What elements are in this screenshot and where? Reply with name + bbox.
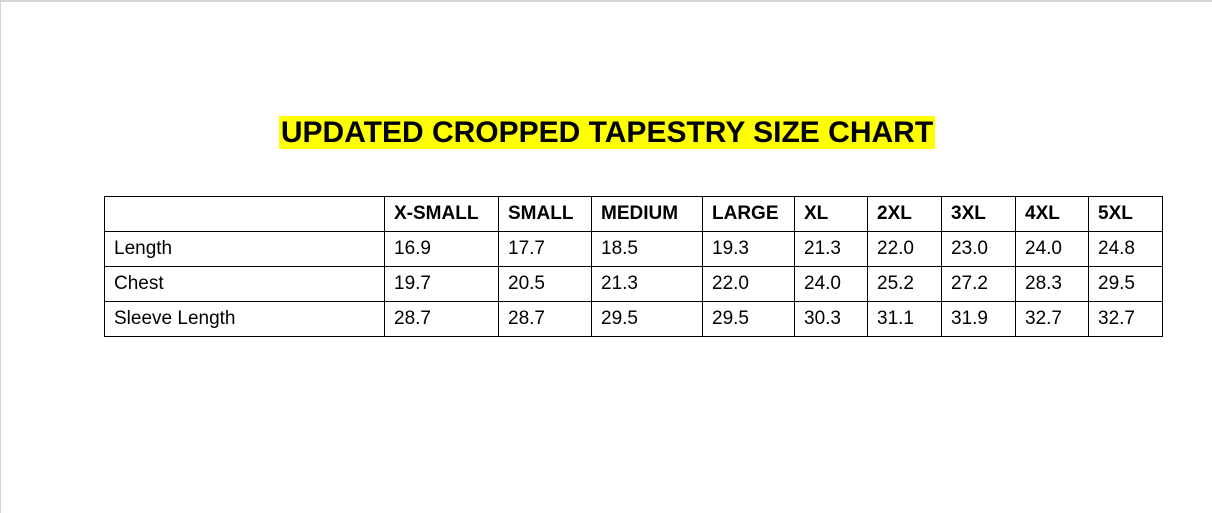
cell-value: 20.5 xyxy=(498,266,592,302)
size-table: X-SMALL SMALL MEDIUM LARGE XL 2XL 3XL 4XL 5XL Len… xyxy=(104,196,1163,337)
cell-value: 23.0 xyxy=(941,231,1016,267)
cell-value: 27.2 xyxy=(941,266,1016,302)
cell-value: 18.5 xyxy=(591,231,703,267)
cell-value: 29.5 xyxy=(591,301,703,337)
cell-value: 32.7 xyxy=(1015,301,1089,337)
row-label: Sleeve Length xyxy=(104,301,385,337)
cell-value: 25.2 xyxy=(867,266,942,302)
corner-cell xyxy=(104,196,385,232)
title: UPDATED CROPPED TAPESTRY SIZE CHART xyxy=(278,116,936,149)
size-header: 2XL xyxy=(867,196,942,232)
size-header: 4XL xyxy=(1015,196,1089,232)
cell-value: 29.5 xyxy=(1088,266,1163,302)
cell-value: 28.7 xyxy=(384,301,499,337)
row-label: Chest xyxy=(104,266,385,302)
measure-row: Length 16.9 17.7 18.5 19.3 21.3 22.0 23.0 24.0 24… xyxy=(104,231,1163,267)
cell-value: 29.5 xyxy=(702,301,795,337)
cell-value: 19.7 xyxy=(384,266,499,302)
cell-value: 17.7 xyxy=(498,231,592,267)
cell-value: 21.3 xyxy=(591,266,703,302)
measure-row: Chest 19.7 20.5 21.3 22.0 24.0 25.2 27.2 28.3 29.… xyxy=(104,266,1163,302)
cell-value: 24.0 xyxy=(1015,231,1089,267)
size-header: X-SMALL xyxy=(384,196,499,232)
size-header: SMALL xyxy=(498,196,592,232)
size-header: 5XL xyxy=(1088,196,1163,232)
cell-value: 31.9 xyxy=(941,301,1016,337)
cell-value: 24.8 xyxy=(1088,231,1163,267)
table-body: X-SMALL SMALL MEDIUM LARGE XL 2XL 3XL 4XL 5XL Len… xyxy=(104,196,1163,337)
cell-value: 32.7 xyxy=(1088,301,1163,337)
size-header: LARGE xyxy=(702,196,795,232)
cell-value: 19.3 xyxy=(702,231,795,267)
cell-value: 28.3 xyxy=(1015,266,1089,302)
cell-value: 22.0 xyxy=(702,266,795,302)
measure-row: Sleeve Length 28.7 28.7 29.5 29.5 30.3 31.1 31.… xyxy=(104,301,1163,337)
row-label: Length xyxy=(104,231,385,267)
cell-value: 16.9 xyxy=(384,231,499,267)
size-header: 3XL xyxy=(941,196,1016,232)
cell-value: 22.0 xyxy=(867,231,942,267)
size-header: MEDIUM xyxy=(591,196,703,232)
cell-value: 31.1 xyxy=(867,301,942,337)
cell-value: 24.0 xyxy=(794,266,868,302)
cell-value: 28.7 xyxy=(498,301,592,337)
cell-value: 21.3 xyxy=(794,231,868,267)
cell-value: 30.3 xyxy=(794,301,868,337)
header-row: X-SMALL SMALL MEDIUM LARGE XL 2XL 3XL 4XL 5XL xyxy=(104,196,1163,232)
size-header: XL xyxy=(794,196,868,232)
title-wrap: UPDATED CROPPED TAPESTRY SIZE CHART xyxy=(1,113,1212,153)
